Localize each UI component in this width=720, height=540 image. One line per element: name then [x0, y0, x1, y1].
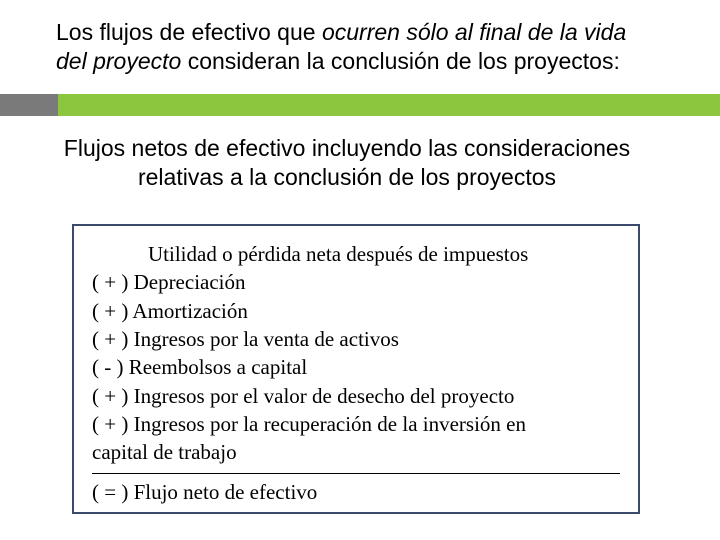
calculation-box: Utilidad o pérdida neta después de impue…: [72, 224, 640, 514]
accent-bar: [0, 94, 720, 116]
calc-line-1: ( + ) Depreciación: [92, 268, 620, 296]
intro-part2: consideran la conclusión de los proyecto…: [188, 48, 620, 74]
calc-result: ( = ) Flujo neto de efectivo: [92, 478, 620, 506]
calc-line-0: Utilidad o pérdida neta después de impue…: [92, 240, 620, 268]
calc-line-2: ( + ) Amortización: [92, 297, 620, 325]
accent-tab: [0, 94, 58, 116]
calc-line-7: capital de trabajo: [92, 438, 620, 466]
divider-line: [92, 473, 620, 474]
calc-line-5: ( + ) Ingresos por el valor de desecho d…: [92, 382, 620, 410]
calc-line-6: ( + ) Ingresos por la recuperación de la…: [92, 410, 620, 438]
intro-part1: Los flujos de efectivo que: [56, 19, 322, 45]
calc-line-4: ( - ) Reembolsos a capital: [92, 353, 620, 381]
intro-paragraph: Los flujos de efectivo que ocurren sólo …: [56, 18, 636, 76]
slide: Los flujos de efectivo que ocurren sólo …: [0, 0, 720, 540]
calc-line-3: ( + ) Ingresos por la venta de activos: [92, 325, 620, 353]
section-heading: Flujos netos de efectivo incluyendo las …: [62, 134, 632, 192]
